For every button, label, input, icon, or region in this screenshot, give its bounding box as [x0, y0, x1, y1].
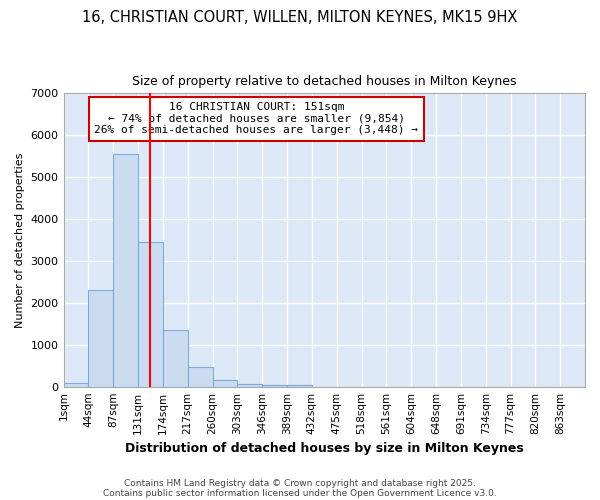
X-axis label: Distribution of detached houses by size in Milton Keynes: Distribution of detached houses by size …	[125, 442, 524, 455]
Title: Size of property relative to detached houses in Milton Keynes: Size of property relative to detached ho…	[132, 75, 517, 88]
Bar	[262, 385, 287, 386]
Bar	[188, 368, 212, 386]
Text: 16 CHRISTIAN COURT: 151sqm
← 74% of detached houses are smaller (9,854)
26% of s: 16 CHRISTIAN COURT: 151sqm ← 74% of deta…	[94, 102, 418, 136]
Bar	[138, 242, 163, 386]
Text: 16, CHRISTIAN COURT, WILLEN, MILTON KEYNES, MK15 9HX: 16, CHRISTIAN COURT, WILLEN, MILTON KEYN…	[82, 10, 518, 25]
Bar	[64, 384, 88, 386]
Bar	[163, 330, 188, 386]
Bar	[212, 380, 238, 386]
Y-axis label: Number of detached properties: Number of detached properties	[15, 152, 25, 328]
Text: Contains public sector information licensed under the Open Government Licence v3: Contains public sector information licen…	[103, 488, 497, 498]
Bar	[238, 384, 262, 386]
Text: Contains HM Land Registry data © Crown copyright and database right 2025.: Contains HM Land Registry data © Crown c…	[124, 478, 476, 488]
Bar	[88, 290, 113, 386]
Bar	[113, 154, 138, 386]
